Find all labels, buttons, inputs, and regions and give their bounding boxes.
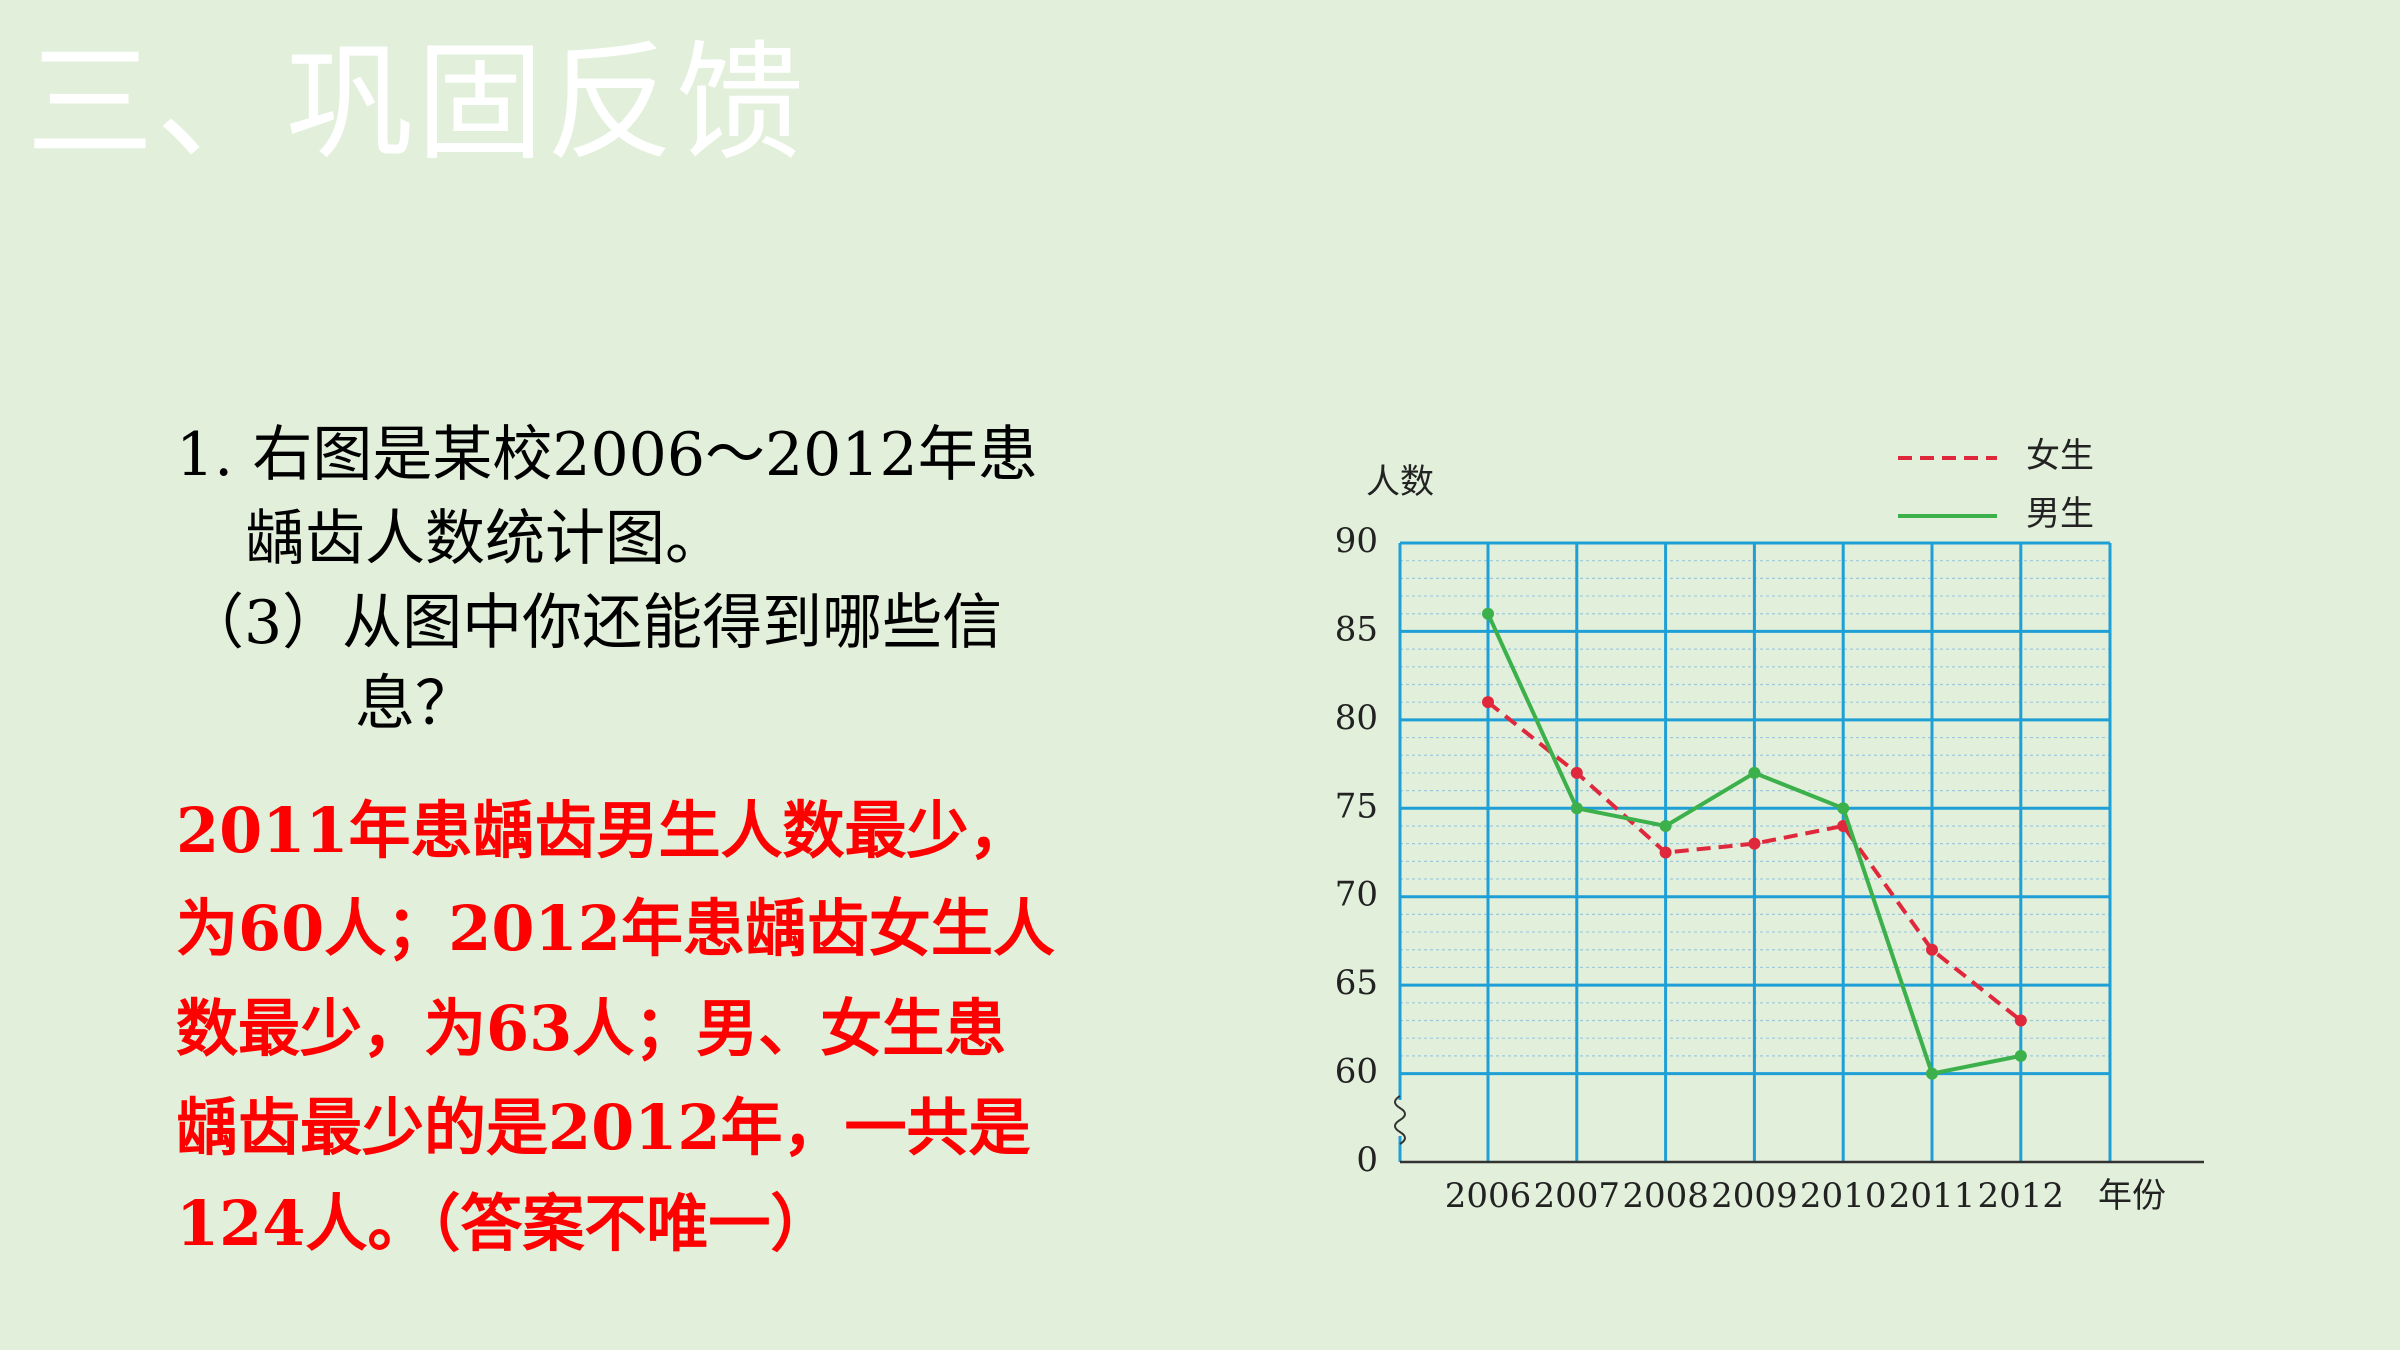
- slide-title: 三、巩固反馈: [26, 29, 807, 178]
- data-point: [1748, 766, 1761, 779]
- question-line: （3）从图中你还能得到哪些信: [184, 588, 1003, 658]
- answer-line: 数最少，为63人；男、女生患: [176, 992, 1007, 1065]
- answer-line: 龋齿最少的是2012年，一共是: [176, 1091, 1031, 1164]
- data-point: [1482, 607, 1494, 620]
- answer-line: 2011年患龋齿男生人数最少，: [176, 794, 1031, 867]
- data-point: [1926, 943, 1938, 956]
- data-point: [1659, 846, 1672, 859]
- x-tick-label: 2010: [1800, 1176, 1887, 1216]
- x-tick-label: 2008: [1622, 1176, 1709, 1216]
- question-line: 龋齿人数统计图。: [245, 504, 725, 574]
- x-axis-label: 年份: [2098, 1176, 2166, 1216]
- axis-break-bg: [1390, 1100, 1410, 1136]
- data-point: [1482, 696, 1494, 709]
- data-point: [1570, 766, 1583, 779]
- y-tick-label: 80: [1335, 698, 1378, 738]
- question-line: 1. 右图是某校2006～2012年患: [176, 420, 1038, 490]
- data-point: [1748, 837, 1761, 850]
- x-tick-label: 2006: [1445, 1176, 1532, 1216]
- answer-line: 124人。（答案不唯一）: [176, 1187, 833, 1260]
- data-point: [1659, 819, 1672, 832]
- x-tick-label: 2012: [1978, 1176, 2065, 1216]
- y-break-label: 0: [1356, 1140, 1378, 1180]
- axis-break: [1394, 1095, 1406, 1145]
- data-point: [1837, 802, 1850, 815]
- answer-line: 为60人；2012年患龋齿女生人: [176, 892, 1055, 965]
- data-point: [1926, 1067, 1938, 1080]
- legend-label: 男生: [2026, 494, 2094, 534]
- x-tick-label: 2007: [1534, 1176, 1621, 1216]
- question-line: 息？: [355, 669, 475, 739]
- data-point: [1570, 802, 1583, 815]
- x-tick-label: 2011: [1889, 1176, 1976, 1216]
- legend-label: 女生: [2026, 436, 2094, 476]
- y-tick-label: 70: [1335, 875, 1378, 915]
- y-tick-label: 90: [1335, 521, 1378, 561]
- data-point: [2014, 1014, 2027, 1027]
- y-tick-label: 85: [1335, 609, 1378, 649]
- data-point: [2014, 1049, 2027, 1062]
- y-axis-label: 人数: [1366, 462, 1434, 502]
- y-tick-label: 75: [1335, 786, 1378, 826]
- x-tick-label: 2009: [1711, 1176, 1798, 1216]
- y-tick-label: 65: [1335, 963, 1378, 1003]
- y-tick-label: 60: [1335, 1052, 1378, 1092]
